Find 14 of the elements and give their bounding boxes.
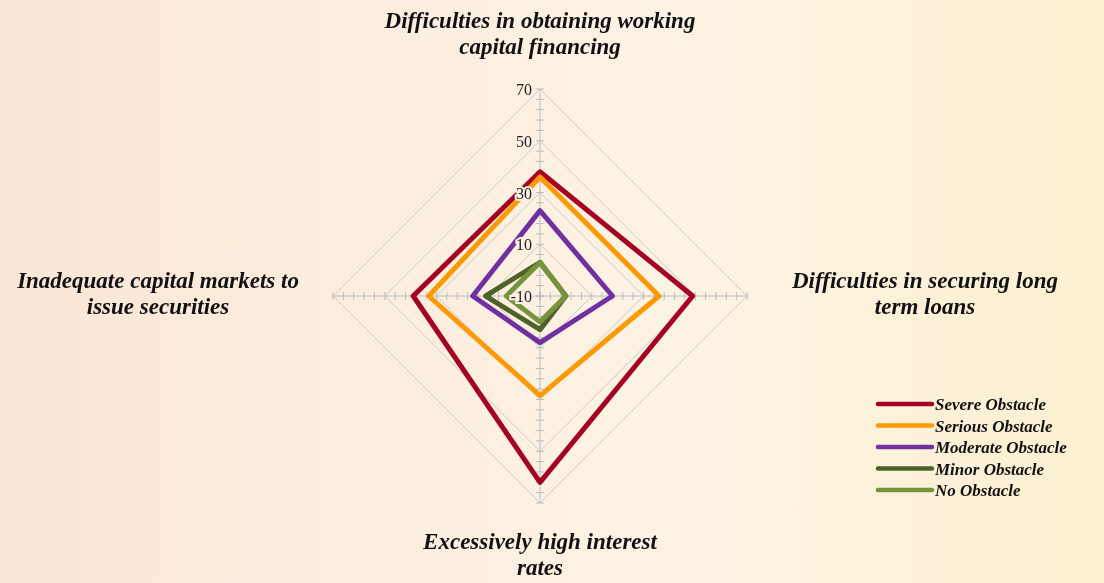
y-tick-label: 50 xyxy=(516,132,532,150)
y-tick-label: 70 xyxy=(516,81,532,98)
legend-label: Severe Obstacle xyxy=(935,395,1047,414)
y-tick-label: -10 xyxy=(510,288,532,305)
legend-label: Minor Obstacle xyxy=(934,459,1045,479)
y-tick-label: 30 xyxy=(516,184,532,202)
spoke-label: Difficulties in securing long term loans xyxy=(790,268,1059,319)
legend-label: No Obstacle xyxy=(934,481,1021,500)
y-tick-label: 10 xyxy=(516,236,532,254)
spoke-label: Difficulties in obtaining working capital financing xyxy=(383,8,696,59)
legend-label: Serious Obstacle xyxy=(935,416,1054,436)
spoke-label: Excessively high interest rates xyxy=(422,529,658,580)
spoke-label: Inadequate capital markets to issue securities xyxy=(16,268,299,319)
legend-label: Moderate Obstacle xyxy=(934,438,1068,457)
